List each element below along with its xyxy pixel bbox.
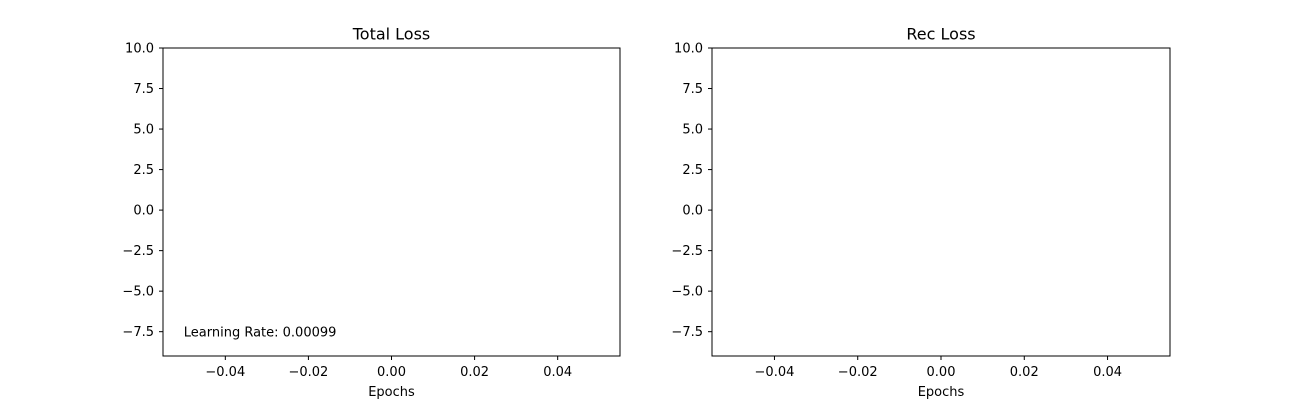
y-tick-label: −2.5	[122, 244, 154, 259]
y-tick-label: 5.0	[133, 123, 154, 138]
y-tick-label: −7.5	[122, 325, 154, 340]
y-tick-label: 10.0	[674, 42, 703, 57]
y-tick-label: 5.0	[682, 123, 703, 138]
x-tick-label: 0.04	[1093, 365, 1122, 380]
x-tick-label: −0.04	[205, 365, 245, 380]
plot-area-frame	[162, 47, 621, 357]
y-tick-label: −5.0	[122, 285, 154, 300]
x-axis: −0.04 −0.02 0.00 0.02 0.04	[205, 356, 572, 380]
y-tick-label: 7.5	[682, 82, 703, 97]
y-tick-label: 10.0	[125, 42, 154, 57]
x-tick-label: −0.02	[288, 365, 328, 380]
x-tick-label: −0.04	[755, 365, 795, 380]
learning-rate-annotation: Learning Rate: 0.00099	[184, 326, 337, 341]
y-tick-label: −5.0	[671, 285, 703, 300]
x-tick-label: 0.04	[543, 365, 572, 380]
y-tick-label: −2.5	[671, 244, 703, 259]
x-tick-label: −0.02	[838, 365, 878, 380]
chart-total-loss: Total Loss 10.07.55.02.50.0−2.5−5.0−7.5 …	[122, 25, 621, 400]
y-tick-label: 2.5	[133, 163, 154, 178]
chart-title: Total Loss	[352, 25, 431, 44]
y-tick-label: 2.5	[682, 163, 703, 178]
x-axis-label: Epochs	[918, 385, 965, 400]
plot-area-frame	[711, 47, 1171, 357]
y-tick-label: 0.0	[682, 204, 703, 219]
x-tick-label: 0.00	[927, 365, 956, 380]
x-tick-label: 0.02	[460, 365, 489, 380]
chart-rec-loss: Rec Loss 10.0 7.5 5.0 2.5 0.0 −2.5 −5.0 −7.5 −0…	[671, 25, 1171, 400]
chart-title: Rec Loss	[906, 25, 975, 44]
y-axis: 10.0 7.5 5.0 2.5 0.0 −2.5 −5.0 −7.5	[122, 42, 163, 340]
x-axis: −0.04 −0.02 0.00 0.02 0.04	[755, 356, 1122, 380]
y-tick-label: −7.5	[671, 325, 703, 340]
y-tick-label: 7.5	[133, 82, 154, 97]
x-tick-label: 0.02	[1010, 365, 1039, 380]
x-axis-label: Epochs	[368, 385, 415, 400]
x-tick-label: 0.00	[377, 365, 406, 380]
y-tick-label: 0.0	[133, 204, 154, 219]
annotations: Learning Rate: 0.00099	[184, 326, 337, 341]
y-axis: 10.0 7.5 5.0 2.5 0.0 −2.5 −5.0 −7.5	[671, 42, 712, 340]
